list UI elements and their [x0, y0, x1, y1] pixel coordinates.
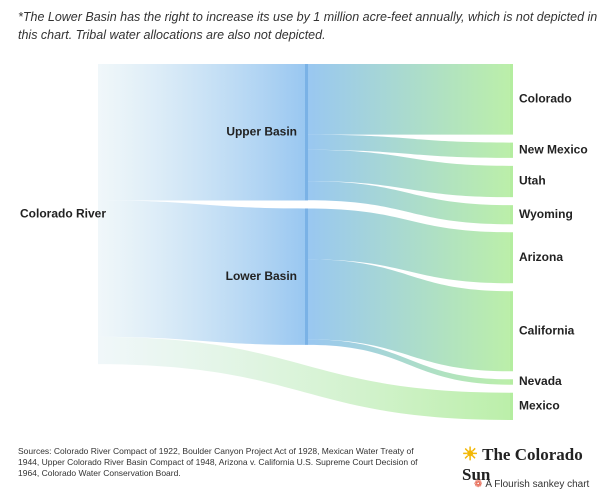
node [510, 379, 513, 385]
node [510, 205, 513, 225]
node-label: Mexico [519, 399, 560, 413]
credit-text[interactable]: A Flourish sankey chart [485, 479, 590, 490]
link [308, 208, 510, 284]
node-label: Wyoming [519, 207, 573, 221]
node [305, 64, 308, 201]
link [98, 336, 510, 420]
note: *The Lower Basin has the right to increa… [18, 10, 598, 42]
link [98, 200, 305, 345]
link [308, 339, 510, 385]
node [510, 291, 513, 372]
link [308, 149, 510, 198]
node [510, 142, 513, 158]
node-label: New Mexico [519, 142, 588, 156]
node-label: California [519, 323, 575, 337]
sources: Sources: Colorado River Compact of 1922,… [18, 446, 418, 478]
node-label: Arizona [519, 250, 563, 264]
node-label: Upper Basin [226, 124, 297, 138]
node-label: Utah [519, 174, 546, 188]
node [510, 232, 513, 284]
brand-name: The Colorado Sun [462, 445, 583, 484]
chart: Colorado River Upper Basin Lower Basin Colo… [20, 64, 588, 420]
node [510, 165, 513, 198]
link [98, 64, 305, 201]
credit[interactable]: ❁ A Flourish sankey chart [474, 479, 590, 490]
node-label: Colorado River [20, 206, 106, 220]
node [305, 208, 308, 345]
link [308, 259, 510, 372]
link [308, 181, 510, 225]
brand: ☀ The Colorado Sun [462, 444, 583, 484]
link [308, 64, 510, 135]
node-label: Colorado [519, 91, 572, 105]
node [510, 392, 513, 420]
node-label: Lower Basin [226, 269, 297, 283]
node [510, 64, 513, 135]
link [308, 134, 510, 158]
node-label: Nevada [519, 374, 562, 388]
